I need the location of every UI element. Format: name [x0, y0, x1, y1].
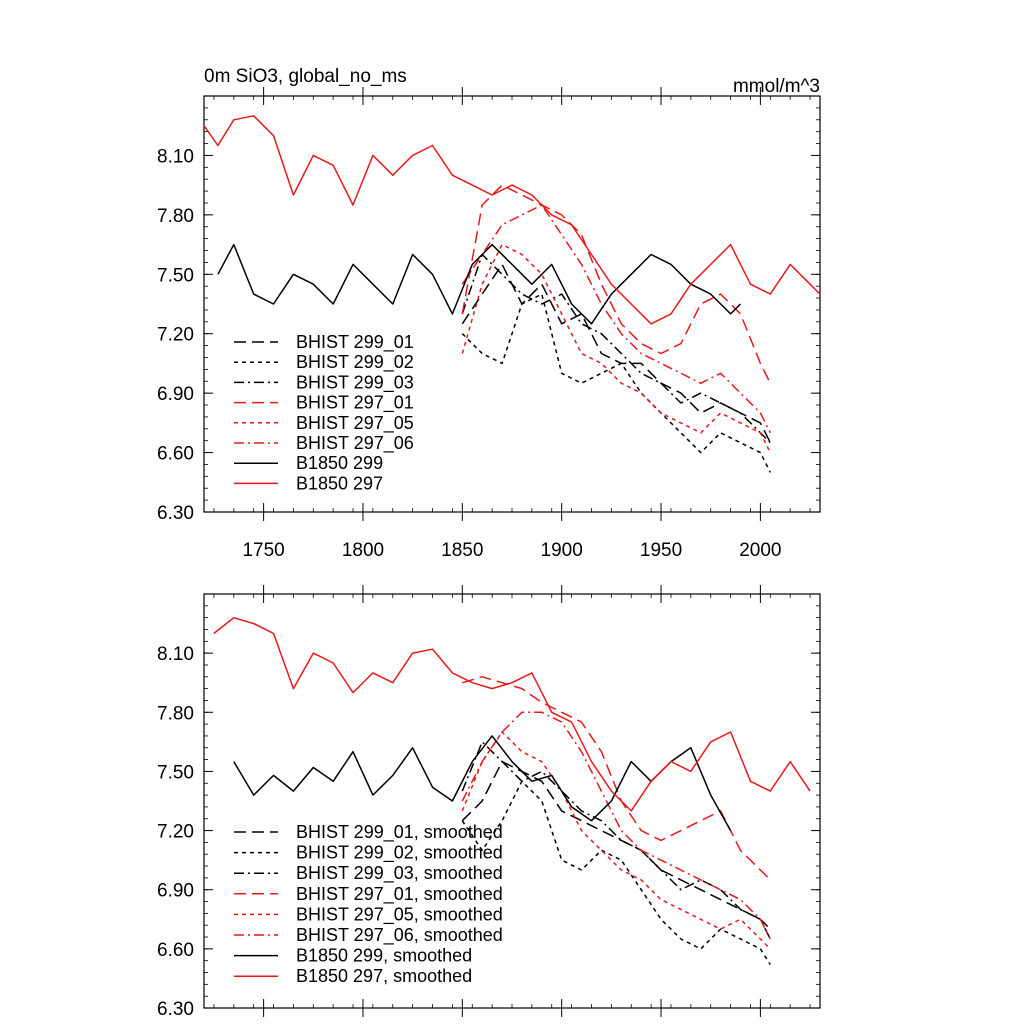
legend-label: BHIST 299_02 [296, 352, 414, 373]
series-line-b1850-297 [203, 115, 821, 325]
series-line-bhist-297-05 [461, 243, 771, 453]
legend-label: BHIST 297_06 [296, 433, 414, 454]
series-line-bhist-299-03-smoothed [461, 741, 771, 940]
legend-label: BHIST 297_05, smoothed [296, 904, 503, 925]
series-line-bhist-299-02 [461, 293, 771, 473]
chart-panel-2: 6.30 6.60 6.90 7.20 7.50 7.80 8.10 BHIST 299_01… [157, 585, 821, 1020]
x-tick-label: 1750 [242, 540, 284, 561]
legend-label: BHIST 297_01 [296, 393, 414, 414]
series-line-bhist-297-01 [461, 184, 771, 384]
chart-units: mmol/m^3 [733, 76, 820, 97]
series-line-b1850-299-smoothed [233, 735, 732, 831]
x-tick-label: 1850 [441, 540, 483, 561]
y-tick-label: 6.30 [157, 503, 194, 524]
series-line-b1850-297-smoothed [213, 616, 811, 812]
legend-label: BHIST 299_03, smoothed [296, 863, 503, 884]
legend-label: BHIST 299_01, smoothed [296, 822, 503, 843]
x-tick-label: 1800 [342, 540, 384, 561]
legend-label: B1850 297, smoothed [296, 966, 472, 986]
y-tick-label: 7.80 [157, 206, 194, 227]
y-tick-label: 8.10 [157, 644, 194, 665]
legend-label: BHIST 299_01 [296, 332, 414, 353]
y-tick-label: 7.50 [157, 762, 194, 783]
series-line-bhist-299-03 [461, 253, 771, 444]
series-line-bhist-299-02-smoothed [461, 780, 771, 966]
y-tick-label: 6.90 [157, 881, 194, 902]
series-line-b1850-299 [217, 243, 742, 325]
y-tick-label: 7.50 [157, 265, 194, 286]
x-tick-label: 1900 [541, 540, 583, 561]
x-tick-label: 1950 [640, 540, 682, 561]
y-tick-label: 6.60 [157, 444, 194, 465]
y-tick-label: 6.60 [157, 940, 194, 961]
y-tick-label: 7.80 [157, 703, 194, 724]
series-line-bhist-297-06 [461, 204, 771, 434]
chart-title: 0m SiO3, global_no_ms [204, 66, 407, 87]
series-line-bhist-297-05-smoothed [461, 731, 771, 950]
legend-label: B1850 297 [296, 473, 383, 493]
y-tick-label: 6.30 [157, 999, 194, 1020]
legend-label: BHIST 299_02, smoothed [296, 843, 503, 864]
legend-label: BHIST 299_03 [296, 372, 414, 393]
chart-panel-1: 6.30 6.60 6.90 7.20 7.50 7.80 8.10 1750 1800 1850… [157, 66, 821, 561]
x-tick-label: 2000 [739, 540, 781, 561]
y-tick-label: 6.90 [157, 384, 194, 405]
legend-label: B1850 299 [296, 453, 383, 473]
y-tick-label: 7.20 [157, 822, 194, 843]
y-tick-label: 7.20 [157, 325, 194, 346]
legend-label: BHIST 297_01, smoothed [296, 884, 503, 905]
legend-label: B1850 299, smoothed [296, 946, 472, 966]
series-line-bhist-299-01-smoothed [461, 760, 771, 930]
y-tick-label: 8.10 [157, 146, 194, 167]
legend-label: BHIST 297_05 [296, 413, 414, 434]
legend-label: BHIST 297_06, smoothed [296, 925, 503, 946]
